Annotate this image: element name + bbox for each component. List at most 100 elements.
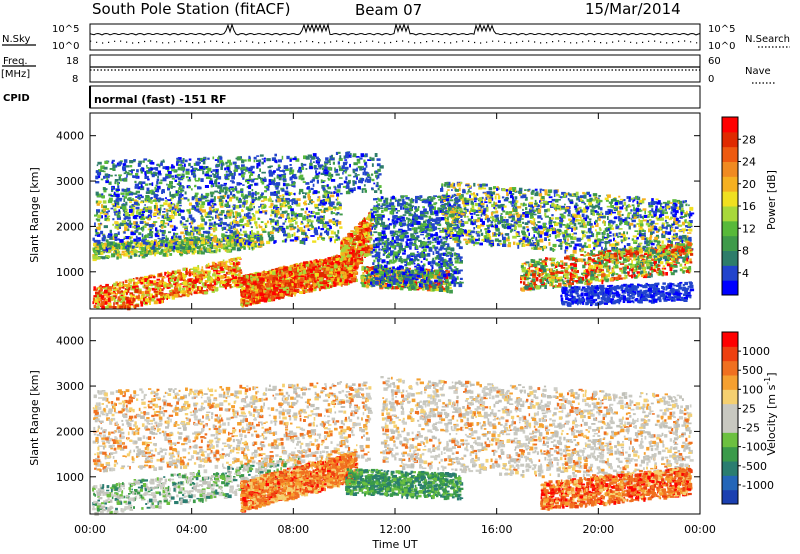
range-gate-cell <box>229 209 233 213</box>
range-gate-cell <box>228 259 232 261</box>
range-gate-cell <box>122 295 127 298</box>
range-gate-cell <box>335 198 338 201</box>
range-gate-cell <box>138 254 141 258</box>
range-gate-cell <box>178 196 182 201</box>
range-gate-cell <box>115 198 119 202</box>
range-gate-cell <box>100 170 105 172</box>
range-gate-cell <box>109 249 112 253</box>
range-gate-cell <box>365 177 368 181</box>
range-gate-cell <box>321 165 326 168</box>
range-gate-cell <box>224 265 228 268</box>
range-gate-cell <box>103 208 106 212</box>
range-gate-cell <box>101 193 104 196</box>
range-gate-cell <box>299 240 305 244</box>
range-gate-cell <box>180 166 186 171</box>
range-gate-cell <box>262 210 266 213</box>
range-gate-cell <box>258 217 261 220</box>
range-gate-cell <box>159 204 164 207</box>
range-gate-cell <box>131 170 133 174</box>
range-gate-cell <box>170 201 173 205</box>
range-gate-cell <box>177 294 180 298</box>
range-gate-cell <box>120 192 125 195</box>
range-gate-cell <box>190 236 193 240</box>
range-gate-cell <box>153 251 155 255</box>
range-gate-cell <box>305 156 310 160</box>
range-gate-cell <box>293 226 297 229</box>
range-gate-cell <box>271 234 274 238</box>
range-gate-cell <box>239 271 243 275</box>
range-gate-cell <box>110 295 113 298</box>
range-gate-cell <box>204 221 207 226</box>
range-gate-cell <box>197 186 201 190</box>
range-gate-cell <box>96 164 99 167</box>
range-gate-cell <box>116 250 118 252</box>
range-gate-cell <box>120 290 124 293</box>
range-gate-cell <box>109 236 113 240</box>
range-gate-cell <box>320 210 323 213</box>
range-gate-cell <box>241 174 244 178</box>
range-gate-cell <box>207 262 210 267</box>
range-gate-cell <box>231 280 235 282</box>
range-gate-cell <box>313 165 317 169</box>
range-gate-cell <box>136 240 139 244</box>
range-gate-cell <box>172 235 176 239</box>
range-gate-cell <box>127 306 131 311</box>
range-gate-cell <box>294 221 298 225</box>
range-gate-cell <box>200 251 205 255</box>
range-gate-cell <box>177 289 181 294</box>
range-gate-cell <box>124 245 127 249</box>
range-gate-cell <box>332 206 337 209</box>
range-gate-cell <box>211 216 214 220</box>
range-gate-cell <box>213 281 217 286</box>
range-gate-cell <box>235 284 240 287</box>
range-gate-cell <box>327 170 330 174</box>
range-gate-cell <box>254 223 258 227</box>
range-gate-cell <box>166 212 169 217</box>
range-gate-cell <box>309 199 313 203</box>
range-gate-cell <box>170 198 173 201</box>
range-gate-cell <box>178 238 182 240</box>
range-gate-cell <box>220 270 226 274</box>
range-gate-cell <box>225 238 228 243</box>
range-gate-cell <box>143 158 148 161</box>
range-gate-cell <box>190 293 193 296</box>
range-gate-cell <box>252 214 256 217</box>
range-gate-cell <box>242 175 245 180</box>
range-gate-cell <box>209 243 212 247</box>
range-gate-cell <box>105 208 110 210</box>
range-gate-cell <box>210 227 215 230</box>
range-gate-cell <box>150 283 153 287</box>
range-gate-cell <box>176 173 181 177</box>
range-gate-cell <box>183 250 187 254</box>
range-gate-cell <box>248 171 252 174</box>
range-gate-cell <box>146 167 150 169</box>
range-gate-cell <box>224 174 226 176</box>
range-gate-cell <box>112 241 115 246</box>
range-gate-cell <box>334 191 337 194</box>
range-gate-cell <box>242 195 245 200</box>
range-gate-cell <box>115 164 118 168</box>
range-gate-cell <box>269 165 273 168</box>
range-gate-cell <box>170 165 175 169</box>
range-gate-cell <box>256 230 260 235</box>
range-gate-cell <box>213 203 217 206</box>
range-gate-cell <box>185 251 189 255</box>
range-gate-cell <box>101 286 106 288</box>
range-gate-cell <box>259 154 264 157</box>
range-gate-cell <box>203 270 208 273</box>
range-gate-cell <box>307 203 310 205</box>
range-gate-cell <box>139 220 144 224</box>
range-gate-cell <box>298 166 302 170</box>
range-gate-cell <box>153 249 157 253</box>
range-gate-cell <box>277 159 282 163</box>
range-gate-cell <box>204 280 209 283</box>
range-gate-cell <box>259 168 261 172</box>
range-gate-cell <box>236 267 240 272</box>
range-gate-cell <box>122 293 125 296</box>
range-gate-cell <box>263 159 266 163</box>
range-gate-cell <box>99 251 104 255</box>
range-gate-cell <box>180 222 184 226</box>
range-gate-cell <box>240 303 244 306</box>
range-gate-cell <box>138 232 142 236</box>
range-gate-cell <box>298 227 303 230</box>
